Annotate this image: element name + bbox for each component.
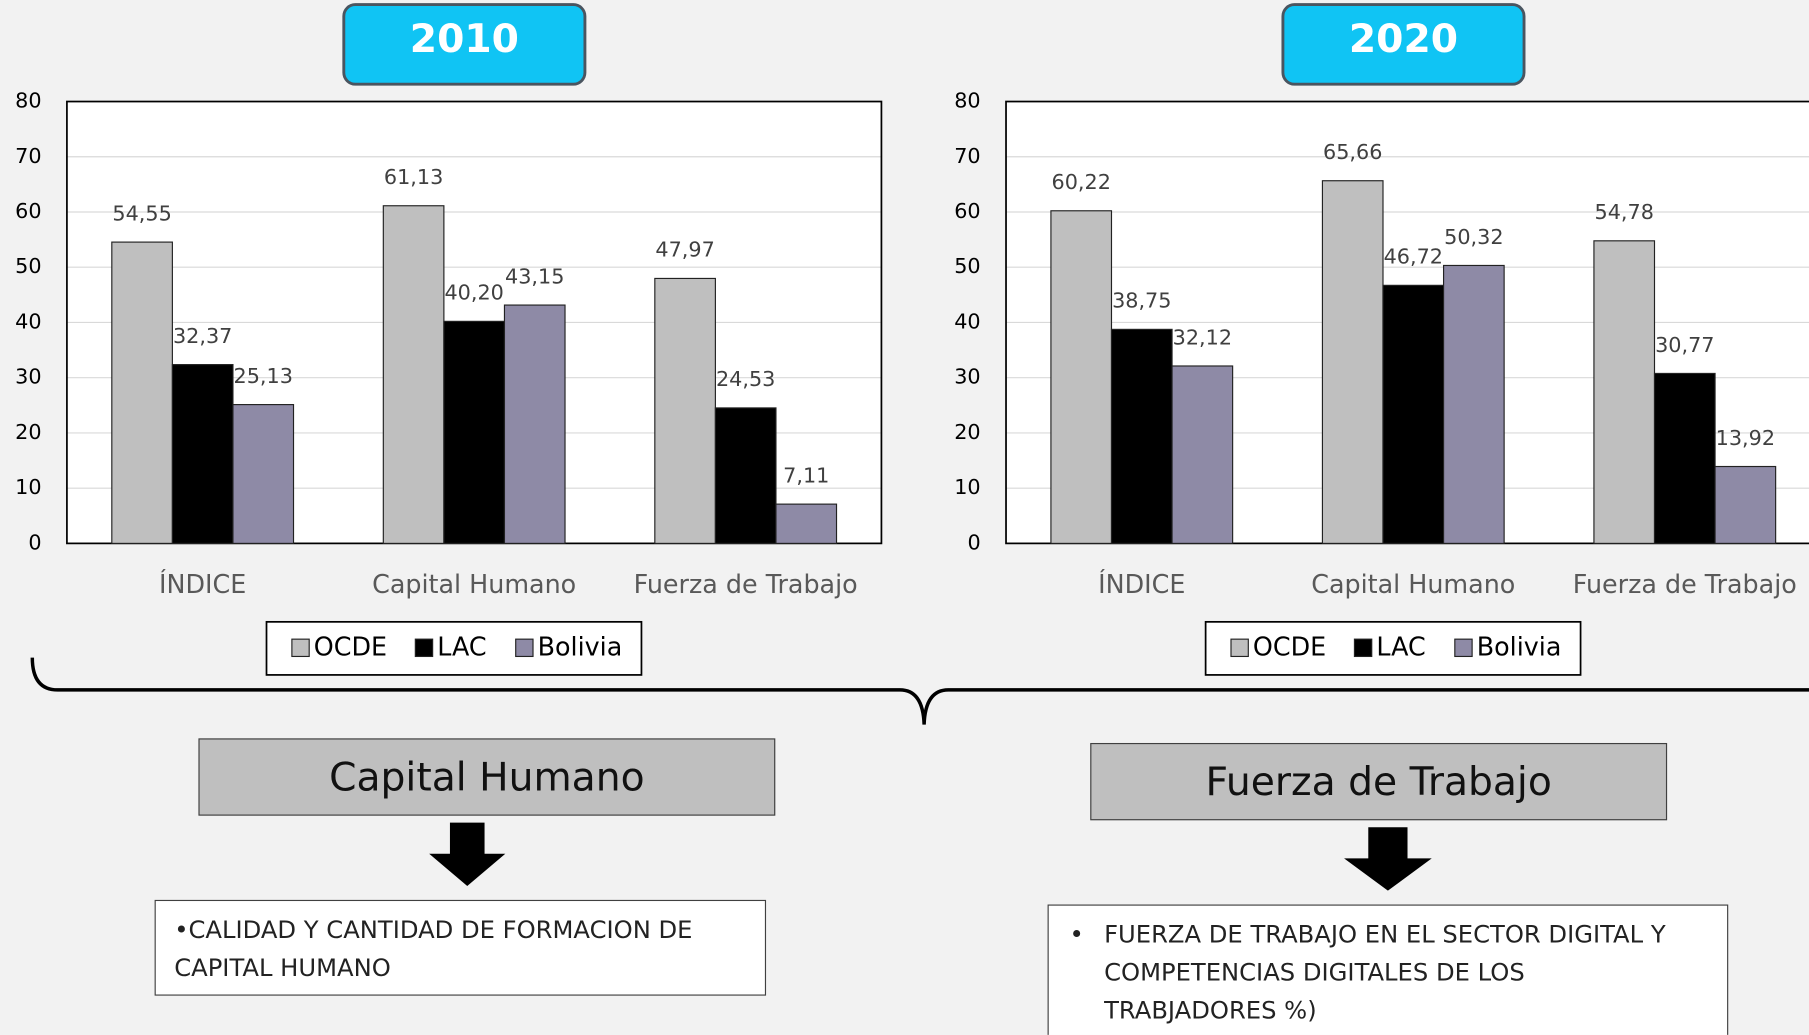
bar: [1382, 284, 1445, 544]
y-tick-label: 20: [15, 420, 41, 444]
bullet: •: [1069, 920, 1084, 949]
text-box: • FUERZA DE TRABAJO EN EL SECTOR DIGITAL …: [1047, 904, 1729, 1035]
y-tick-label: 0: [967, 530, 980, 554]
bar: [1171, 365, 1234, 544]
box-text: FUERZA DE TRABAJO EN EL SECTOR DIGITAL Y…: [1104, 920, 1666, 1025]
legend-box: [1204, 620, 1582, 676]
legend-swatch: [1230, 638, 1249, 658]
arrow: [429, 822, 506, 887]
y-tick-label: 0: [28, 530, 41, 554]
y-tick-label: 70: [15, 144, 41, 168]
y-tick-label: 80: [15, 89, 41, 113]
text-box: •CALIDAD Y CANTIDAD DE FORMACION DE CAPI…: [154, 899, 767, 996]
chart-title: 2020: [1349, 17, 1458, 62]
data-label: 47,97: [655, 238, 714, 262]
legend-swatch: [1454, 638, 1473, 658]
legend-label: OCDE: [1253, 631, 1326, 661]
y-tick-label: 60: [15, 199, 41, 223]
heading-box: Fuerza de Trabajo: [1090, 742, 1668, 821]
title-button: [1281, 3, 1526, 86]
bar: [111, 241, 173, 544]
legend-swatch: [414, 638, 434, 658]
legend-swatch: [515, 638, 534, 658]
title-button: [342, 3, 587, 86]
legend-label: LAC: [437, 631, 486, 661]
x-tick-label: ÍNDICE: [1098, 569, 1185, 599]
data-label: 65,66: [1323, 140, 1382, 164]
brace: [30, 657, 1809, 725]
y-tick-label: 70: [954, 144, 980, 168]
legend-label: Bolivia: [538, 631, 623, 661]
x-tick-label: ÍNDICE: [159, 569, 246, 599]
bar: [1593, 240, 1656, 544]
y-tick-label: 50: [954, 254, 980, 278]
y-tick-label: 40: [954, 309, 980, 333]
x-tick-label: Fuerza de Trabajo: [1573, 569, 1797, 599]
bar: [1714, 465, 1777, 544]
legend-label: LAC: [1376, 631, 1425, 661]
x-tick-label: Fuerza de Trabajo: [634, 569, 858, 599]
legend-label: Bolivia: [1477, 631, 1562, 661]
data-label: 32,37: [173, 324, 232, 348]
x-tick-label: Capital Humano: [372, 569, 576, 599]
data-label: 43,15: [505, 264, 564, 288]
bar: [171, 364, 234, 544]
bar: [232, 404, 295, 544]
heading-box: Capital Humano: [198, 738, 776, 816]
y-tick-label: 10: [954, 475, 980, 499]
bar: [714, 407, 777, 544]
data-label: 54,55: [112, 201, 171, 225]
bar: [1110, 328, 1173, 544]
x-tick-label: Capital Humano: [1311, 569, 1515, 599]
data-label: 40,20: [444, 281, 503, 305]
y-tick-label: 20: [954, 420, 980, 444]
y-tick-label: 10: [15, 475, 41, 499]
bar: [443, 320, 506, 544]
bar: [1442, 264, 1505, 544]
arrow: [1344, 827, 1432, 891]
data-label: 54,78: [1595, 200, 1654, 224]
legend-swatch: [1353, 638, 1373, 658]
data-label: 7,11: [783, 463, 829, 487]
data-label: 25,13: [234, 364, 293, 388]
legend-box: [265, 620, 643, 676]
bar: [503, 304, 566, 544]
box-text: •CALIDAD Y CANTIDAD DE FORMACION DE CAPI…: [174, 916, 693, 982]
data-label: 30,77: [1655, 333, 1714, 357]
legend-swatch: [291, 638, 310, 658]
y-tick-label: 40: [15, 309, 41, 333]
y-tick-label: 50: [15, 254, 41, 278]
data-label: 60,22: [1052, 170, 1111, 194]
chart-title: 2010: [410, 17, 519, 62]
data-label: 13,92: [1716, 426, 1775, 450]
bar: [382, 205, 445, 544]
data-label: 38,75: [1112, 289, 1171, 313]
y-tick-label: 60: [954, 199, 980, 223]
bar: [1321, 180, 1384, 544]
bar: [654, 277, 716, 544]
data-label: 50,32: [1444, 225, 1503, 249]
y-tick-label: 30: [954, 365, 980, 389]
data-label: 46,72: [1384, 245, 1443, 269]
bar: [1050, 210, 1113, 544]
legend-label: OCDE: [314, 631, 387, 661]
data-label: 24,53: [716, 367, 775, 391]
data-label: 61,13: [384, 165, 443, 189]
bar: [1653, 372, 1716, 544]
bar: [775, 503, 838, 544]
y-tick-label: 30: [15, 365, 41, 389]
y-tick-label: 80: [954, 89, 980, 113]
data-label: 32,12: [1173, 325, 1232, 349]
